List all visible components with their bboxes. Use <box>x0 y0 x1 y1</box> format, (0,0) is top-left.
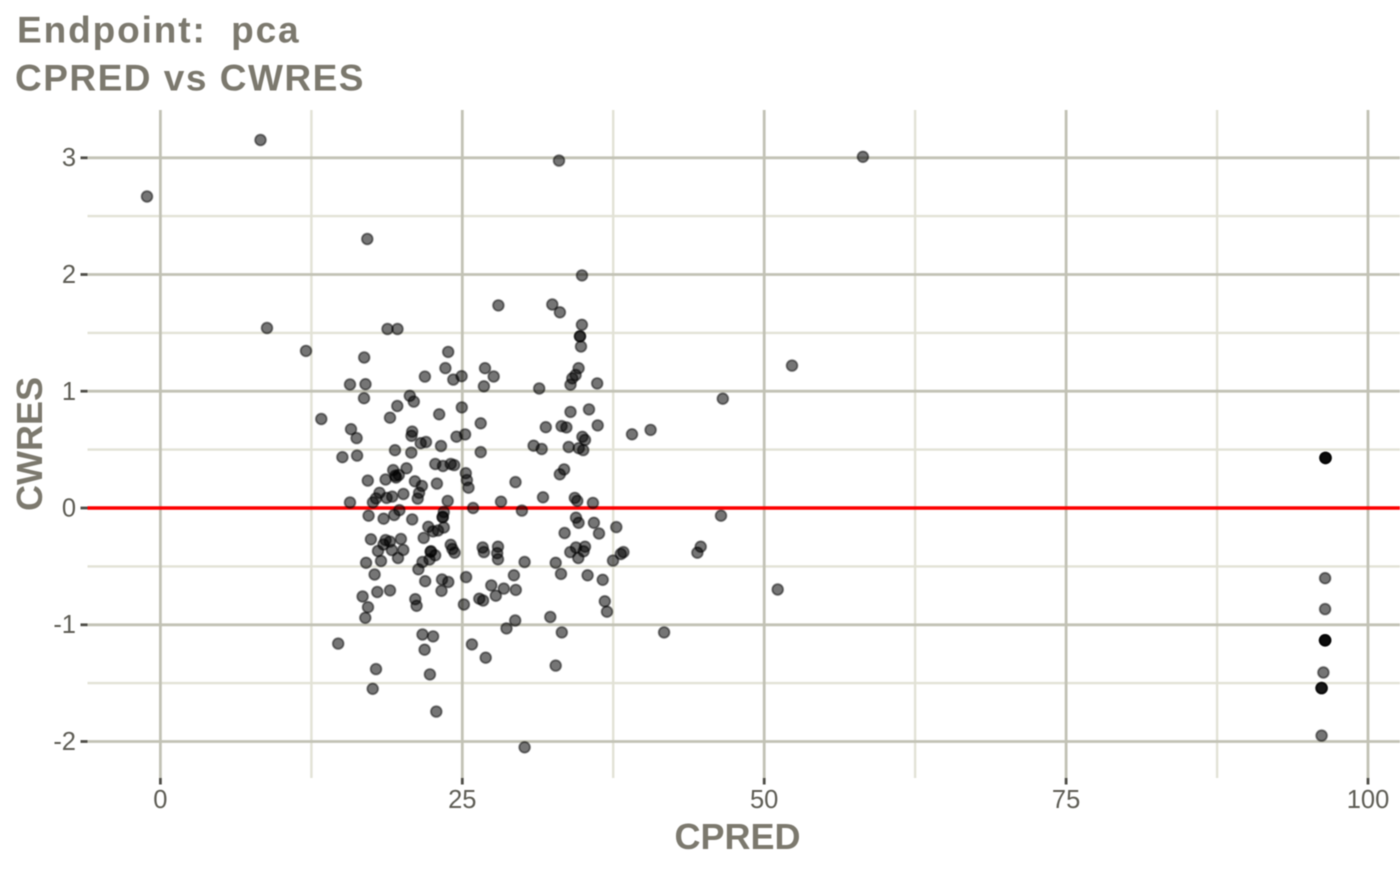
svg-text:0: 0 <box>153 786 167 814</box>
svg-text:CPRED: CPRED <box>674 816 800 857</box>
svg-text:-1: -1 <box>53 611 76 639</box>
svg-text:75: 75 <box>1052 786 1080 814</box>
svg-text:100: 100 <box>1347 786 1390 814</box>
svg-text:50: 50 <box>750 786 778 814</box>
svg-text:2: 2 <box>62 261 76 289</box>
svg-text:CPRED vs CWRES: CPRED vs CWRES <box>15 58 365 99</box>
svg-text:Endpoint: pca: Endpoint: pca <box>17 10 301 51</box>
svg-text:0: 0 <box>62 495 76 523</box>
svg-text:1: 1 <box>62 378 76 406</box>
svg-text:25: 25 <box>448 786 476 814</box>
svg-text:CWRES: CWRES <box>9 377 50 511</box>
svg-text:3: 3 <box>62 144 76 172</box>
svg-text:-2: -2 <box>53 728 76 756</box>
